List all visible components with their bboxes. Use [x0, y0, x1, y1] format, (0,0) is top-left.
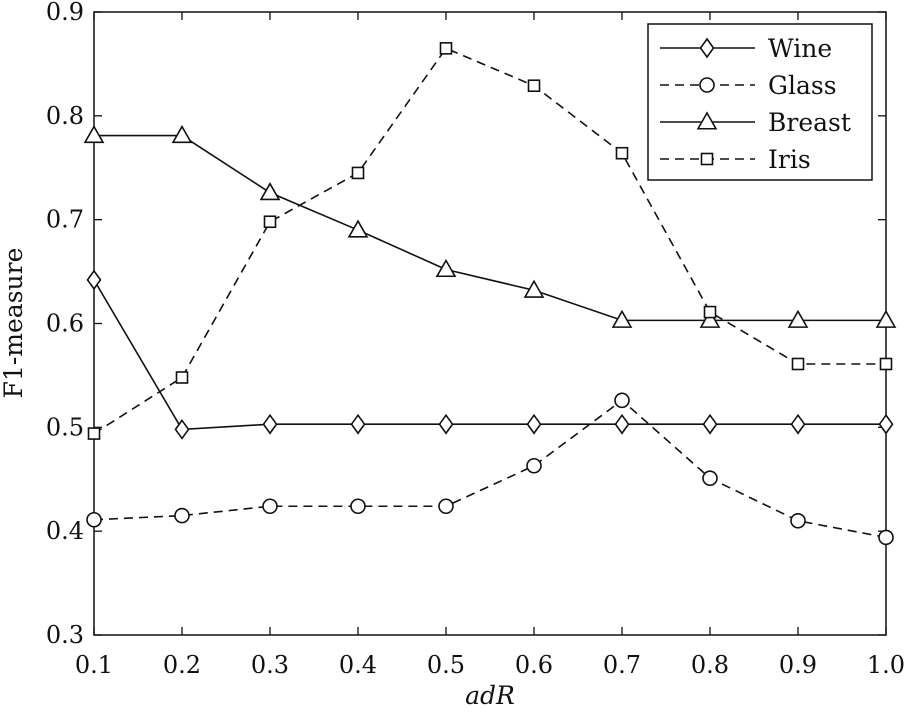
legend-marker-glass [699, 77, 715, 93]
x-tick-label: 0.8 [691, 651, 729, 679]
data-point-breast [699, 309, 721, 328]
legend-marker-wine [699, 37, 715, 59]
data-point-iris [87, 427, 101, 440]
series-glass [86, 392, 894, 546]
legend-marker-iris [700, 152, 714, 166]
y-tick-label: 0.6 [46, 310, 84, 338]
data-point-glass [262, 498, 278, 515]
x-tick-label: 0.2 [163, 651, 201, 679]
legend-label-wine: Wine [768, 34, 832, 63]
data-point-glass [526, 457, 542, 474]
data-point-breast [259, 182, 281, 201]
y-axis-label: F1-measure [0, 248, 28, 399]
data-point-breast [435, 258, 457, 278]
x-tick-label: 0.5 [427, 651, 465, 679]
legend-marker-breast [696, 111, 718, 130]
data-point-wine [438, 413, 454, 435]
data-point-breast [347, 219, 369, 238]
series-line-breast [94, 134, 886, 322]
legend-label-breast: Breast [768, 108, 851, 137]
legend-label-glass: Glass [768, 71, 837, 100]
data-point-glass [614, 392, 630, 409]
legend-label-iris: Iris [768, 145, 811, 174]
data-point-wine [86, 269, 102, 291]
x-tick-label: 0.3 [251, 651, 289, 679]
data-point-iris [615, 146, 629, 160]
data-point-wine [702, 413, 718, 435]
series-line-glass [93, 399, 887, 539]
data-point-glass [174, 507, 190, 524]
data-point-glass [86, 511, 102, 528]
data-point-wine [614, 413, 630, 435]
data-point-glass [878, 529, 894, 546]
data-point-breast [875, 309, 897, 328]
series-breast [83, 124, 897, 328]
data-point-glass [790, 512, 806, 529]
x-tick-label: 0.9 [779, 651, 817, 679]
y-axis-ticks: 0.3 0.4 0.5 0.6 0.7 0.8 0.9 [46, 0, 886, 649]
data-point-iris [263, 215, 277, 229]
legend: Wine Glass Breast Iris [647, 23, 873, 181]
legend-box [647, 23, 873, 181]
data-point-iris [351, 166, 365, 180]
legend-entry-breast: Breast [660, 108, 851, 137]
data-point-wine [262, 413, 278, 435]
data-point-iris [703, 305, 717, 319]
data-point-iris [527, 79, 541, 93]
data-point-iris [175, 371, 189, 384]
data-point-wine [350, 413, 366, 435]
series-wine [86, 269, 894, 440]
x-tick-label: 1.0 [867, 651, 905, 679]
x-tick-label: 0.6 [515, 651, 553, 679]
data-point-breast [787, 309, 809, 328]
x-tick-label: 0.7 [603, 651, 641, 679]
legend-entry-glass: Glass [660, 71, 837, 100]
series-layer [83, 42, 897, 546]
data-point-breast [171, 124, 193, 144]
data-point-breast [83, 124, 105, 144]
series-line-iris [93, 47, 886, 435]
x-axis-ticks: 0.1 0.2 0.3 0.4 0.5 0.6 0.7 0.8 0.9 1.0 [75, 12, 905, 679]
y-tick-label: 0.3 [46, 621, 84, 649]
legend-entry-wine: Wine [660, 34, 832, 63]
data-point-glass [438, 498, 454, 515]
y-tick-label: 0.8 [46, 102, 84, 130]
x-axis-label: adR [465, 681, 515, 710]
data-point-wine [790, 413, 806, 435]
data-point-breast [611, 309, 633, 328]
y-tick-label: 0.4 [46, 517, 84, 545]
series-line-wine [93, 279, 886, 431]
x-tick-label: 0.1 [75, 651, 113, 679]
data-point-iris [439, 42, 453, 55]
series-iris [87, 42, 893, 440]
y-tick-label: 0.5 [46, 413, 84, 441]
data-point-wine [878, 413, 894, 435]
data-point-breast [523, 279, 545, 298]
data-point-iris [791, 357, 805, 371]
legend-entry-iris: Iris [660, 145, 811, 174]
data-point-glass [350, 498, 366, 515]
y-tick-label: 0.9 [46, 0, 84, 26]
x-tick-label: 0.4 [339, 651, 377, 679]
y-tick-label: 0.7 [46, 206, 84, 234]
data-point-wine [174, 419, 190, 440]
data-point-glass [702, 470, 718, 487]
data-point-iris [879, 357, 893, 371]
data-point-wine [526, 413, 542, 435]
